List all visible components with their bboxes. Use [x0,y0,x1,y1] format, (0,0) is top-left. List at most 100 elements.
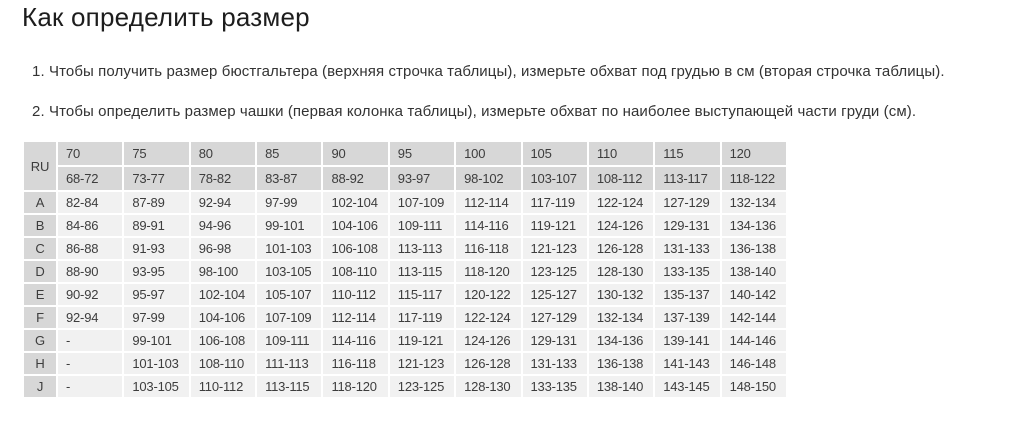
size-cell: 99-101 [124,330,189,351]
size-cell: 120-122 [456,284,521,305]
cup-row-e: E 90-92 95-97 102-104 105-107 110-112 115-117 1… [24,284,786,305]
size-cell: 102-104 [323,192,388,213]
underbust-cell: 88-92 [323,167,388,190]
size-cell: 135-137 [655,284,720,305]
size-cell: 139-141 [655,330,720,351]
size-cell: 142-144 [721,307,786,328]
size-cell: 114-116 [323,330,388,351]
size-cell: 106-108 [323,238,388,259]
size-cell: 96-98 [190,238,256,259]
size-cell: 119-121 [389,330,455,351]
size-cell: 133-135 [655,261,720,282]
size-cell: 97-99 [257,192,322,213]
size-cell: 109-111 [257,330,322,351]
size-cell: 114-116 [456,215,521,236]
size-cell: 122-124 [456,307,521,328]
cup-row-d: D 88-90 93-95 98-100 103-105 108-110 113-115 11… [24,261,786,282]
size-table: RU 70 75 80 85 90 95 100 105 110 115 120 68-72 73-77 7… [22,140,788,399]
size-cell: 86-88 [58,238,123,259]
size-cell: 138-140 [721,261,786,282]
size-cell: 121-123 [522,238,587,259]
size-cell: 117-119 [389,307,455,328]
underbust-cell: 78-82 [190,167,256,190]
underbust-cell: 68-72 [58,167,123,190]
cup-cell: D [24,261,56,282]
size-cell: 91-93 [124,238,189,259]
size-cell: 128-130 [588,261,654,282]
cup-cell: B [24,215,56,236]
cup-cell: J [24,376,56,397]
size-cell: 112-114 [456,192,521,213]
size-cell: 101-103 [257,238,322,259]
cup-row-h: H -101-103 108-110 111-113 116-118 121-123 126… [24,353,786,374]
size-cell: 92-94 [190,192,256,213]
size-cell: 93-95 [124,261,189,282]
size-cell: 105-107 [257,284,322,305]
size-cell: 129-131 [655,215,720,236]
instruction-step-2: 2. Чтобы определить размер чашки (первая… [32,103,917,120]
size-cell: 121-123 [389,353,455,374]
size-cell: 92-94 [58,307,123,328]
size-cell: 99-101 [257,215,322,236]
size-cell: 123-125 [389,376,455,397]
size-cell: 130-132 [588,284,654,305]
size-cell: 95-97 [124,284,189,305]
header-row-underbust: 68-72 73-77 78-82 83-87 88-92 93-97 98-102 103-… [24,167,786,190]
size-cell: 132-134 [588,307,654,328]
cup-row-f: F 92-94 97-99 104-106 107-109 112-114 117-119 1… [24,307,786,328]
size-cell: 117-119 [522,192,587,213]
size-cell: 113-113 [389,238,455,259]
size-table-header: RU 70 75 80 85 90 95 100 105 110 115 120 68-72 73-77 7… [24,142,786,190]
size-cell: 113-115 [389,261,455,282]
size-cell: 101-103 [124,353,189,374]
band-size-cell: 80 [190,142,256,165]
size-cell: 119-121 [522,215,587,236]
cup-cell: F [24,307,56,328]
size-cell: 98-100 [190,261,256,282]
cup-row-c: C 86-88 91-93 96-98 101-103 106-108 113-113 116… [24,238,786,259]
size-cell: 84-86 [58,215,123,236]
size-cell: 102-104 [190,284,256,305]
size-cell: 116-118 [323,353,388,374]
size-cell: 103-105 [124,376,189,397]
size-cell: 131-133 [522,353,587,374]
band-size-cell: 110 [588,142,654,165]
size-cell: 127-129 [655,192,720,213]
size-cell: 138-140 [588,376,654,397]
cup-cell: C [24,238,56,259]
cup-cell: E [24,284,56,305]
cup-row-g: G -99-101 106-108 109-111 114-116 119-121 124-… [24,330,786,351]
size-cell: 125-127 [522,284,587,305]
size-cell: 127-129 [522,307,587,328]
size-cell: 111-113 [257,353,322,374]
underbust-cell: 73-77 [124,167,189,190]
size-cell: 108-110 [190,353,256,374]
size-cell: 148-150 [721,376,786,397]
size-cell: 103-105 [257,261,322,282]
size-cell: 97-99 [124,307,189,328]
instruction-step-1: 1. Чтобы получить размер бюстгальтера (в… [32,63,945,80]
size-cell: 82-84 [58,192,123,213]
size-cell: 109-111 [389,215,455,236]
size-cell: 137-139 [655,307,720,328]
underbust-cell: 118-122 [721,167,786,190]
size-cell: 143-145 [655,376,720,397]
size-cell: 94-96 [190,215,256,236]
size-cell: 134-136 [721,215,786,236]
size-cell: 118-120 [323,376,388,397]
size-cell: 122-124 [588,192,654,213]
header-row-band-sizes: RU 70 75 80 85 90 95 100 105 110 115 120 [24,142,786,190]
size-cell: 136-138 [721,238,786,259]
size-cell: - [58,353,123,374]
size-cell: 124-126 [588,215,654,236]
underbust-cell: 103-107 [522,167,587,190]
size-cell: 136-138 [588,353,654,374]
size-cell: 140-142 [721,284,786,305]
size-cell: 134-136 [588,330,654,351]
band-size-cell: 75 [124,142,189,165]
cup-cell: H [24,353,56,374]
underbust-cell: 108-112 [588,167,654,190]
size-cell: 107-109 [389,192,455,213]
size-cell: 115-117 [389,284,455,305]
